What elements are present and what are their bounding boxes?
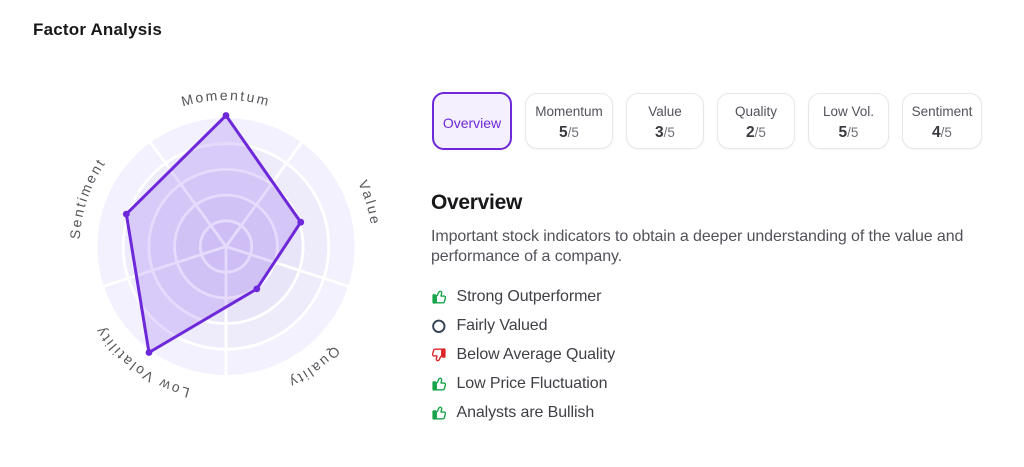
svg-text:Value: Value [355,178,384,227]
svg-text:Momentum: Momentum [179,87,272,109]
